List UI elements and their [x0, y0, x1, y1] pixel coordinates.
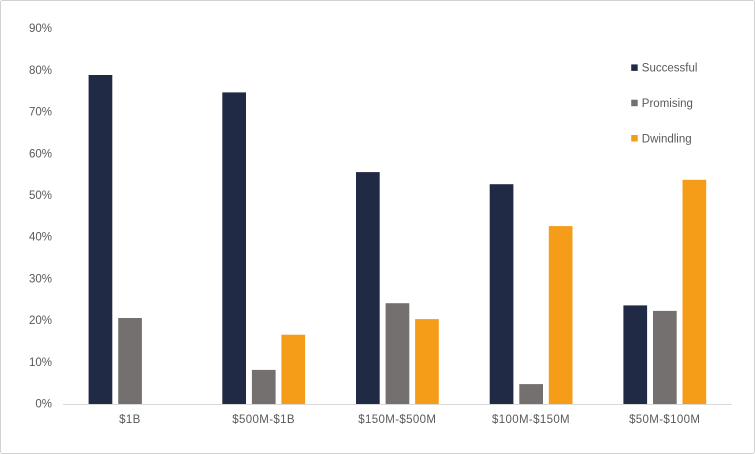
svg-text:80%: 80%: [29, 65, 52, 77]
svg-text:20%: 20%: [29, 315, 52, 327]
svg-text:40%: 40%: [29, 232, 52, 244]
svg-text:50%: 50%: [29, 190, 52, 202]
svg-text:$1B: $1B: [119, 414, 141, 426]
svg-text:$150M-$500M: $150M-$500M: [358, 414, 436, 426]
svg-text:$50M-$100M: $50M-$100M: [629, 414, 700, 426]
svg-text:90%: 90%: [29, 23, 52, 35]
svg-text:Successful: Successful: [642, 63, 698, 75]
svg-text:10%: 10%: [29, 357, 52, 369]
svg-text:Dwindling: Dwindling: [642, 133, 692, 145]
svg-text:0%: 0%: [35, 399, 52, 411]
svg-text:60%: 60%: [29, 148, 52, 160]
svg-text:30%: 30%: [29, 273, 52, 285]
svg-text:$500M-$1B: $500M-$1B: [232, 414, 295, 426]
svg-text:$100M-$150M: $100M-$150M: [492, 414, 570, 426]
svg-text:Promising: Promising: [642, 98, 693, 110]
svg-text:70%: 70%: [29, 107, 52, 119]
